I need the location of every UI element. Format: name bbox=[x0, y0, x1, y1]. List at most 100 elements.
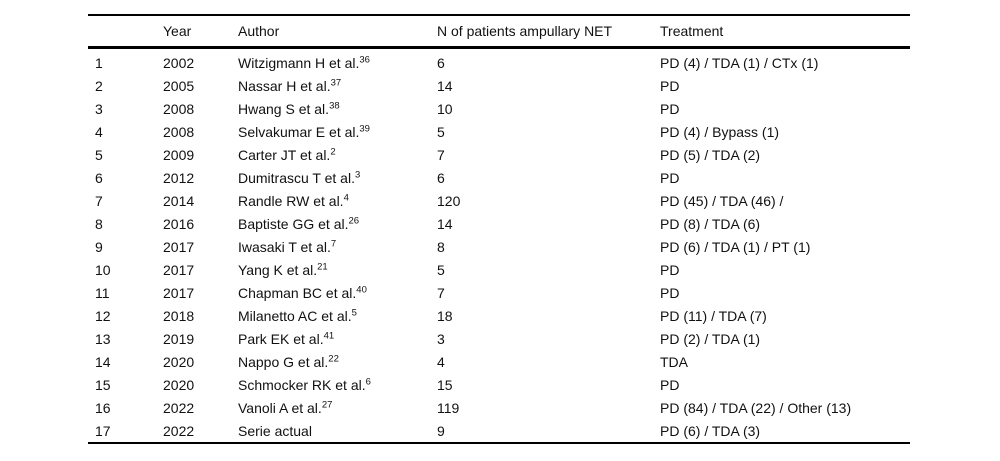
n-patients-text: 18 bbox=[437, 307, 453, 324]
author-text: Nappo G et al. bbox=[238, 353, 329, 370]
author-text: Carter JT et al. bbox=[238, 146, 331, 163]
n-patients-cell: 4 bbox=[437, 350, 660, 373]
row-number: 5 bbox=[95, 146, 103, 163]
reference-superscript: 26 bbox=[348, 214, 360, 226]
table-row: 12 2018 Milanetto AC et al.5 18 PD (11) … bbox=[88, 304, 910, 327]
n-patients-text: 8 bbox=[437, 238, 445, 255]
n-patients-text: 6 bbox=[437, 169, 445, 186]
table-row: 13 2019 Park EK et al.41 3 PD (2) / TDA … bbox=[88, 327, 910, 350]
n-patients-cell: 15 bbox=[437, 373, 660, 396]
year-text: 2022 bbox=[163, 399, 195, 416]
n-patients-text: 14 bbox=[437, 215, 453, 232]
treatment-cell: PD (45) / TDA (46) / bbox=[660, 189, 910, 212]
header-n-patients: N of patients ampullary NET bbox=[437, 14, 660, 49]
reference-superscript: 6 bbox=[365, 375, 371, 387]
year-text: 2012 bbox=[163, 169, 195, 186]
author-cell: Schmocker RK et al.6 bbox=[238, 373, 437, 396]
author-cell: Chapman BC et al.40 bbox=[238, 281, 437, 304]
author-text: Iwasaki T et al. bbox=[238, 238, 331, 255]
n-patients-text: 7 bbox=[437, 146, 445, 163]
n-patients-cell: 9 bbox=[437, 419, 660, 444]
row-number: 7 bbox=[95, 192, 103, 209]
table-body: 1 2002 Witzigmann H et al.36 6 PD (4) / … bbox=[88, 48, 910, 444]
year-cell: 2020 bbox=[163, 373, 238, 396]
treatment-text: PD bbox=[660, 376, 680, 393]
treatment-cell: PD (84) / TDA (22) / Other (13) bbox=[660, 396, 910, 419]
year-cell: 2018 bbox=[163, 304, 238, 327]
row-number-cell: 11 bbox=[88, 281, 163, 304]
treatment-cell: PD (5) / TDA (2) bbox=[660, 143, 910, 166]
row-number-cell: 14 bbox=[88, 350, 163, 373]
row-number-cell: 10 bbox=[88, 258, 163, 281]
year-text: 2008 bbox=[163, 100, 195, 117]
treatment-cell: PD (4) / Bypass (1) bbox=[660, 120, 910, 143]
row-number: 1 bbox=[95, 54, 103, 71]
study-table-container: Year Author N of patients ampullary NET … bbox=[88, 14, 910, 444]
table-row: 11 2017 Chapman BC et al.40 7 PD bbox=[88, 281, 910, 304]
treatment-cell: PD (6) / TDA (3) bbox=[660, 419, 910, 444]
reference-superscript: 5 bbox=[351, 306, 357, 318]
year-cell: 2020 bbox=[163, 350, 238, 373]
reference-superscript: 39 bbox=[359, 122, 370, 134]
author-cell: Iwasaki T et al.7 bbox=[238, 235, 437, 258]
year-text: 2017 bbox=[163, 238, 195, 255]
n-patients-cell: 120 bbox=[437, 189, 660, 212]
row-number-cell: 16 bbox=[88, 396, 163, 419]
treatment-text: PD bbox=[660, 261, 680, 278]
table-header: Year Author N of patients ampullary NET … bbox=[88, 14, 910, 49]
treatment-text: PD bbox=[660, 169, 680, 186]
author-cell: Carter JT et al.2 bbox=[238, 143, 437, 166]
row-number: 8 bbox=[95, 215, 103, 232]
reference-superscript: 3 bbox=[354, 168, 361, 180]
reference-superscript: 41 bbox=[323, 329, 335, 341]
row-number-cell: 15 bbox=[88, 373, 163, 396]
row-number: 4 bbox=[95, 123, 103, 140]
n-patients-cell: 18 bbox=[437, 304, 660, 327]
n-patients-text: 14 bbox=[437, 77, 453, 94]
n-patients-text: 119 bbox=[437, 399, 460, 416]
reference-superscript: 27 bbox=[321, 398, 333, 410]
treatment-cell: PD (6) / TDA (1) / PT (1) bbox=[660, 235, 910, 258]
table-row: 6 2012 Dumitrascu T et al.3 6 PD bbox=[88, 166, 910, 189]
treatment-text: PD bbox=[660, 100, 680, 117]
treatment-text: PD bbox=[660, 77, 680, 94]
author-cell: Milanetto AC et al.5 bbox=[238, 304, 437, 327]
treatment-text: PD (5) / TDA (2) bbox=[660, 146, 761, 163]
reference-superscript: 40 bbox=[356, 283, 367, 295]
n-patients-text: 10 bbox=[437, 100, 453, 117]
author-cell: Vanoli A et al.27 bbox=[238, 396, 437, 419]
row-number: 15 bbox=[95, 376, 111, 393]
reference-superscript: 21 bbox=[317, 260, 328, 272]
header-year: Year bbox=[163, 14, 238, 49]
year-cell: 2002 bbox=[163, 48, 238, 75]
year-text: 2016 bbox=[163, 215, 195, 232]
row-number-cell: 17 bbox=[88, 419, 163, 444]
row-number: 6 bbox=[95, 169, 103, 186]
row-number: 3 bbox=[95, 100, 103, 117]
author-text: Schmocker RK et al. bbox=[238, 376, 366, 393]
year-cell: 2005 bbox=[163, 74, 238, 97]
row-number-cell: 6 bbox=[88, 166, 163, 189]
author-text: Park EK et al. bbox=[238, 330, 324, 347]
author-cell: Witzigmann H et al.36 bbox=[238, 48, 437, 75]
year-cell: 2016 bbox=[163, 212, 238, 235]
n-patients-cell: 5 bbox=[437, 258, 660, 281]
row-number-cell: 7 bbox=[88, 189, 163, 212]
author-cell: Randle RW et al.4 bbox=[238, 189, 437, 212]
reference-superscript: 4 bbox=[343, 191, 349, 203]
author-text: Vanoli A et al. bbox=[238, 399, 322, 416]
year-text: 2008 bbox=[163, 123, 195, 140]
row-number-cell: 9 bbox=[88, 235, 163, 258]
year-cell: 2014 bbox=[163, 189, 238, 212]
author-cell: Dumitrascu T et al.3 bbox=[238, 166, 437, 189]
row-number: 9 bbox=[95, 238, 103, 255]
n-patients-cell: 6 bbox=[437, 48, 660, 75]
treatment-cell: PD bbox=[660, 258, 910, 281]
year-cell: 2012 bbox=[163, 166, 238, 189]
author-text: Hwang S et al. bbox=[238, 100, 330, 117]
year-text: 2002 bbox=[163, 54, 195, 71]
ampullary-net-studies-table: Year Author N of patients ampullary NET … bbox=[88, 14, 910, 444]
table-row: 3 2008 Hwang S et al.38 10 PD bbox=[88, 97, 910, 120]
table-row: 9 2017 Iwasaki T et al.7 8 PD (6) / TDA … bbox=[88, 235, 910, 258]
year-cell: 2008 bbox=[163, 120, 238, 143]
